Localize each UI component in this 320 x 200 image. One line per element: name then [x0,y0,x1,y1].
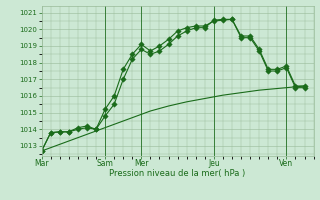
X-axis label: Pression niveau de la mer( hPa ): Pression niveau de la mer( hPa ) [109,169,246,178]
